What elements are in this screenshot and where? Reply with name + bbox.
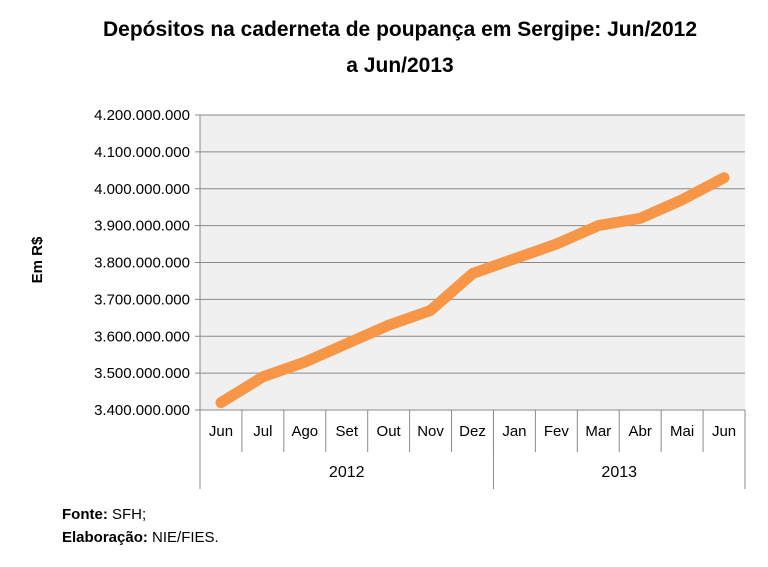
data-line-series bbox=[215, 172, 730, 409]
year-label: 2013 bbox=[601, 464, 637, 481]
y-tick-label: 3.700.000.000 bbox=[94, 291, 190, 308]
year-label: 2012 bbox=[329, 464, 365, 481]
y-tick-label: 3.800.000.000 bbox=[94, 255, 190, 272]
month-label: Mar bbox=[585, 423, 611, 440]
month-label: Dez bbox=[459, 423, 486, 440]
chart-title: Depósitos na caderneta de poupança em Se… bbox=[102, 18, 698, 77]
y-tick-label: 4.100.000.000 bbox=[94, 144, 190, 161]
month-label: Nov bbox=[417, 423, 444, 440]
month-label: Jul bbox=[253, 423, 272, 440]
source-value: SFH; bbox=[107, 506, 147, 523]
month-label: Ago bbox=[291, 423, 318, 440]
y-tick-label: 3.900.000.000 bbox=[94, 218, 190, 235]
month-label: Jun bbox=[712, 423, 736, 440]
month-label: Abr bbox=[629, 423, 652, 440]
month-label: Jun bbox=[209, 423, 233, 440]
source-note: Fonte: SFH; bbox=[62, 503, 219, 526]
y-tick-label: 4.200.000.000 bbox=[94, 107, 190, 124]
elaboration-label: Elaboração: bbox=[62, 529, 148, 546]
month-label: Out bbox=[377, 423, 402, 440]
month-label: Set bbox=[335, 423, 358, 440]
y-tick-label: 4.000.000.000 bbox=[94, 181, 190, 198]
chart-canvas: 3.400.000.000 3.500.000.000 3.600.000.000 3… bbox=[94, 107, 746, 489]
source-label: Fonte: bbox=[62, 506, 108, 523]
month-label: Fev bbox=[544, 423, 570, 440]
y-tick-label: 3.500.000.000 bbox=[94, 365, 190, 382]
y-tick-label: 3.600.000.000 bbox=[94, 328, 190, 345]
month-label: Jan bbox=[502, 423, 526, 440]
elaboration-value: NIE/FIES. bbox=[147, 529, 219, 546]
month-label: Mai bbox=[670, 423, 694, 440]
footer-notes: Fonte: SFH; Elaboração: NIE/FIES. bbox=[62, 503, 219, 549]
y-tick-label: 3.400.000.000 bbox=[94, 402, 190, 419]
elaboration-note: Elaboração: NIE/FIES. bbox=[62, 526, 219, 549]
